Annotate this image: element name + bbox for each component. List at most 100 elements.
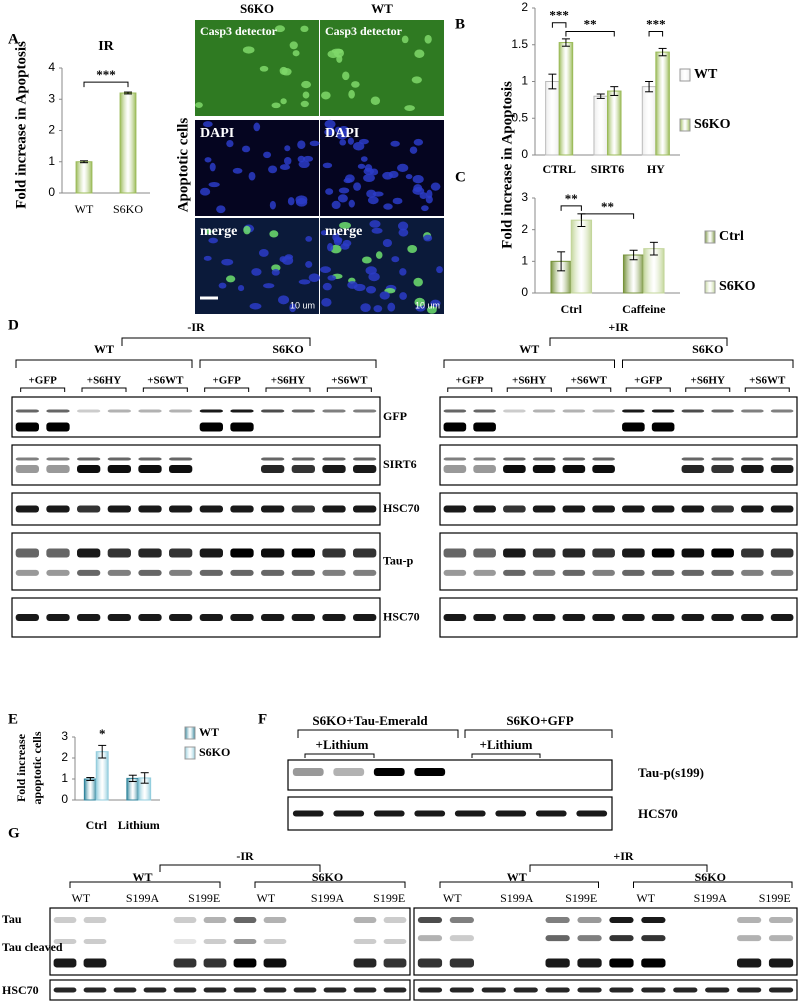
label: +S6WT [147,375,184,387]
row-label: merge [200,224,237,239]
band [417,987,443,993]
band [291,465,315,473]
band [562,465,586,473]
y-tick-label: 0 [48,185,55,199]
row-label: Tau [2,912,22,926]
legend-swatch [679,68,691,82]
band [199,505,223,513]
row-label: SIRT6 [383,457,417,471]
bracket [326,387,372,392]
band [383,917,407,924]
cell [430,182,441,191]
cell [397,163,409,173]
band [473,409,496,413]
band [107,548,131,558]
cell [397,221,409,231]
band [741,548,764,558]
bar [119,92,137,194]
band [711,614,734,621]
band [107,614,131,621]
band [263,939,287,944]
band [473,505,496,513]
band [291,457,315,461]
cell [216,205,226,214]
band [203,987,227,993]
row-label: Tau-p(s199) [638,765,704,780]
row-label: Casp3 detector [325,24,403,38]
band [741,409,764,413]
cell [333,48,344,58]
error-bar [629,249,638,261]
band [443,457,467,461]
cell [388,170,399,179]
blot-frame [49,979,411,1001]
label: +S6WT [571,375,608,387]
band [46,457,70,461]
cell [298,160,310,169]
band [651,614,675,621]
band [592,505,615,513]
cell [407,245,418,254]
band [651,409,675,413]
band [333,810,365,817]
band [770,465,794,473]
band [770,409,794,413]
cell [339,221,351,229]
cell [208,237,218,244]
band [292,768,324,776]
cell [203,255,212,261]
x-tick-label: S6KO [113,202,143,216]
band [443,548,467,558]
cell [370,96,381,105]
band [46,548,70,558]
row-label: HCS70 [638,806,678,821]
y-tick-label: 1.5 [511,37,528,51]
scale-label: 10 um [290,300,315,310]
row-label: Casp3 detector [200,24,278,38]
cell [363,173,375,183]
band [562,569,586,576]
cell [337,194,348,203]
band [77,569,101,576]
significance: *** [549,8,569,23]
x-tick-label: HY [647,162,665,176]
band [353,409,377,413]
bracket [20,387,66,392]
cell [348,199,355,208]
label: WT [94,342,114,356]
error-bar [140,772,149,784]
blot-frame [11,396,381,438]
cell [348,89,355,99]
band [292,810,324,817]
blot-frame [439,597,798,638]
band [443,569,467,576]
band [199,569,223,576]
band [503,465,526,473]
blot-frame [11,532,381,591]
band [532,548,556,558]
cell [325,188,334,195]
band [261,505,285,513]
error-bar [98,744,107,759]
band [203,939,227,944]
band [592,548,615,558]
cell [340,243,350,250]
cell [279,164,291,171]
cell [242,46,255,54]
band [383,958,407,968]
band [592,457,615,461]
cell [430,299,441,307]
band [768,935,794,942]
band [414,768,446,776]
cell [338,125,350,134]
cell [338,187,350,194]
band [681,465,705,473]
cell [387,302,396,312]
x-tick-label: WT [75,202,94,216]
band [681,457,705,461]
band [622,409,645,413]
row-label: DAPI [325,126,359,141]
y-tick-label: 3 [521,190,528,204]
error-bar [645,81,654,93]
cell [379,291,390,300]
